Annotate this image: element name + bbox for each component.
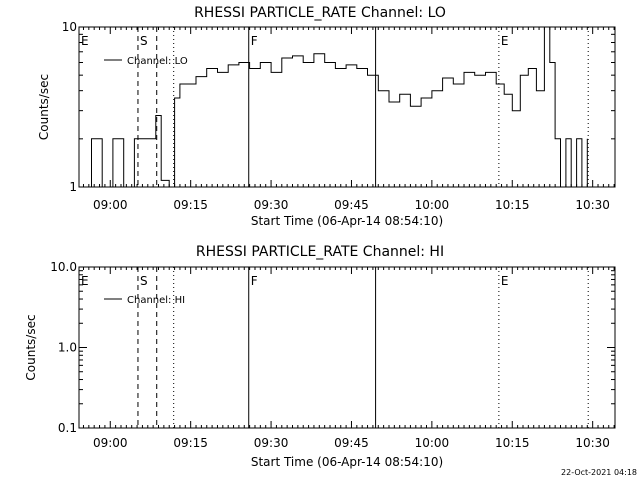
x-tick-label: 09:15	[173, 436, 208, 450]
x-tick-label: 10:00	[415, 198, 450, 212]
plot-frame	[78, 266, 616, 429]
y-tick-label: 10	[62, 20, 77, 34]
event-marker-label: S	[140, 274, 148, 288]
y-tick-label: 0.1	[58, 421, 77, 435]
event-marker-label: E	[501, 274, 509, 288]
x-tick-label: 10:30	[575, 198, 610, 212]
hi-channel-panel: RHESSI PARTICLE_RATE Channel: HI Counts/s…	[24, 244, 616, 469]
lo-channel-panel: RHESSI PARTICLE_RATE Channel: LO Counts/s…	[37, 5, 616, 228]
x-tick-label: 10:15	[495, 436, 530, 450]
x-axis-label: Start Time (06-Apr-14 08:54:10)	[251, 214, 443, 228]
event-marker-label: E	[81, 274, 89, 288]
y-tick-label: 1.0	[58, 341, 77, 355]
x-tick-label: 09:00	[93, 198, 128, 212]
chart-title: RHESSI PARTICLE_RATE Channel: LO	[194, 5, 446, 21]
y-tick-label: 10.0	[50, 260, 77, 274]
x-tick-label: 10:00	[415, 436, 450, 450]
event-marker-label: F	[251, 34, 258, 48]
x-tick-label: 10:15	[495, 198, 530, 212]
y-axis-label: Counts/sec	[37, 74, 51, 140]
x-tick-label: 09:15	[173, 198, 208, 212]
legend-label: Channel: LO	[127, 56, 188, 67]
event-marker-label: F	[251, 274, 258, 288]
legend-label: Channel: HI	[127, 295, 185, 306]
y-tick-label: 1	[69, 180, 77, 194]
event-marker-label: E	[81, 34, 89, 48]
x-axis-label: Start Time (06-Apr-14 08:54:10)	[251, 455, 443, 469]
x-tick-label: 10:30	[575, 436, 610, 450]
y-axis-label: Counts/sec	[24, 314, 38, 380]
x-tick-label: 09:00	[93, 436, 128, 450]
date-stamp: 22-Oct-2021 04:18	[561, 468, 637, 477]
x-tick-label: 09:45	[334, 198, 369, 212]
series-line	[80, 26, 588, 188]
chart-title: RHESSI PARTICLE_RATE Channel: HI	[196, 244, 444, 260]
event-marker-label: E	[501, 34, 509, 48]
x-tick-label: 09:30	[254, 198, 289, 212]
event-marker-label: S	[140, 34, 148, 48]
x-tick-label: 09:45	[334, 436, 369, 450]
plot-frame	[78, 26, 616, 188]
x-tick-label: 09:30	[254, 436, 289, 450]
